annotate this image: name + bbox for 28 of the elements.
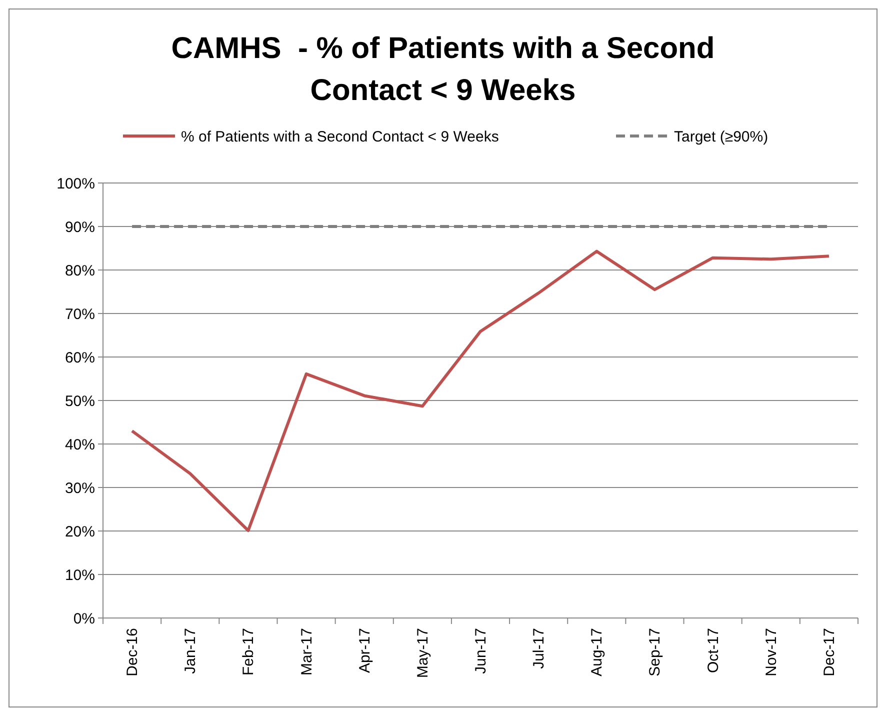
- x-tick-label: Dec-16: [124, 628, 142, 676]
- x-tick-label: Jun-17: [472, 628, 490, 674]
- x-tick-label: Jul-17: [530, 628, 548, 669]
- y-tick-label: 0%: [73, 610, 95, 628]
- y-tick-label: 30%: [64, 480, 95, 497]
- x-tick-label: Oct-17: [704, 628, 722, 674]
- y-tick-label: 80%: [64, 262, 95, 280]
- line-series: [130, 250, 830, 532]
- y-tick-label: 70%: [64, 306, 95, 323]
- x-tick-label: Jan-17: [182, 628, 200, 674]
- y-tick-label: 90%: [64, 218, 95, 236]
- x-tick-label: Sep-17: [646, 628, 664, 676]
- x-tick-label: May-17: [414, 628, 432, 678]
- x-tick-label: Nov-17: [762, 628, 780, 676]
- y-tick-label: 20%: [64, 523, 95, 540]
- x-tick-label: Mar-17: [298, 628, 316, 676]
- x-tick-label: Dec-17: [820, 628, 838, 676]
- legend-label: Target (≥90%): [674, 128, 768, 146]
- y-tick-label: 10%: [64, 566, 95, 584]
- x-tick-label: Apr-17: [356, 628, 374, 674]
- y-tick-label: 60%: [64, 349, 95, 366]
- y-tick-label: 100%: [56, 175, 95, 192]
- x-tick-label: Feb-17: [240, 628, 258, 676]
- chart-title: CAMHS - % of Patients with a Second Contact < 9 Weeks: [171, 32, 715, 107]
- legend-label: % of Patients with a Second Contact < 9 Weeks: [181, 128, 499, 146]
- x-tick-label: Aug-17: [588, 628, 606, 676]
- y-tick-label: 40%: [64, 436, 95, 454]
- y-tick-label: 50%: [64, 392, 95, 410]
